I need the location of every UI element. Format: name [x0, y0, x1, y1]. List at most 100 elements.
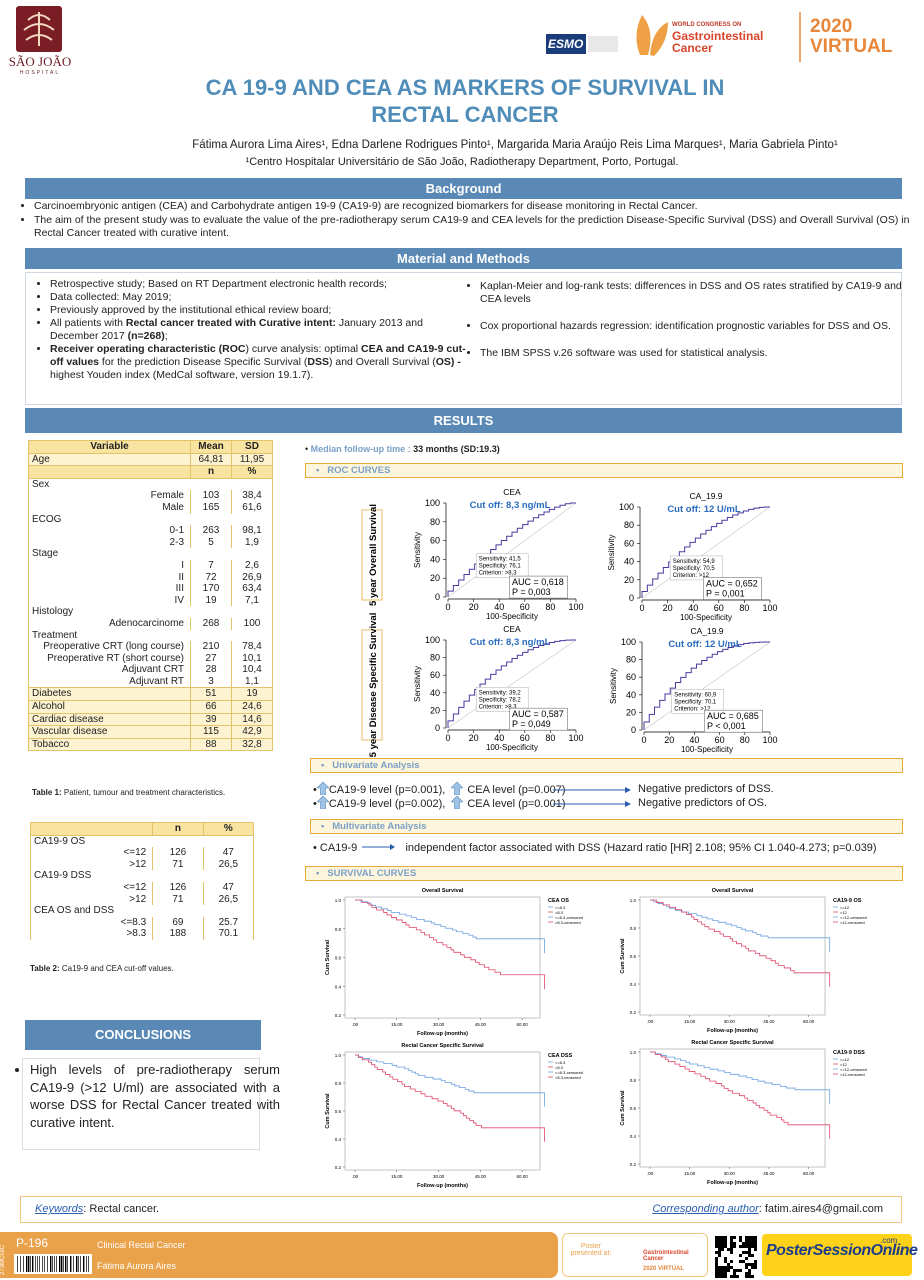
y-tick-label: 80 [430, 517, 440, 527]
legend-entry: <=8.3 [555, 905, 566, 910]
barcode-bar [67, 1256, 68, 1272]
univariate-line: • CA19-9 level (p=0.002), CEA level (p=0.0… [313, 795, 903, 810]
legend-entry: <=8.3-censored [555, 915, 583, 920]
method-text: ) curve analysis: optimal [245, 343, 362, 355]
row-label: Treatment [28, 629, 273, 642]
poster-author: Fátima Aurora Aires [97, 1261, 177, 1271]
barcode-bar [28, 1256, 30, 1272]
legend-entry: >8.3 [555, 1065, 564, 1070]
qr-cell [754, 1236, 757, 1239]
y-tick-label: 0 [435, 723, 440, 733]
table-row: Treatment [28, 629, 273, 642]
legend-title: CA19-9 OS [833, 898, 862, 904]
y-tick-label: 80 [430, 653, 440, 663]
method-text: Previously approved by the institutional… [50, 304, 332, 316]
qr-cell [721, 1239, 724, 1242]
y-axis-label: Cum Survival [620, 938, 626, 974]
qr-cell [739, 1239, 742, 1242]
table-row: <=12 126 47 [29, 881, 255, 894]
y-tick-label: 0.8 [630, 1078, 637, 1083]
roc-stat: Specificity: 70,5 [673, 566, 716, 572]
x-axis-label: Follow-up (months) [707, 1028, 758, 1034]
hospital-sub: HOSPITAL [19, 70, 61, 76]
barcode-bar [26, 1256, 28, 1272]
y-tick-label: 20 [624, 575, 634, 585]
table-row: n% [29, 822, 255, 836]
x-axis-label: 100-Specificity [486, 743, 538, 752]
qr-cell [748, 1251, 751, 1254]
qr-cell [715, 1239, 718, 1242]
barcode-bar [76, 1256, 78, 1272]
legend-entry: <=8.3 [555, 1060, 566, 1065]
poster-id: P-196 [16, 1236, 49, 1250]
x-tick-label: 100 [568, 602, 583, 612]
row-label: Stage [28, 548, 273, 560]
qr-cell [715, 1272, 718, 1275]
roc-curve [643, 641, 770, 730]
keywords-label: Keywords [35, 1203, 84, 1215]
qr-cell [751, 1254, 754, 1257]
brand: PosterSessionOnline [766, 1242, 918, 1259]
congress-pre: WORLD CONGRESS ON [672, 22, 742, 28]
barcode-bar [61, 1256, 63, 1272]
qr-cell [736, 1269, 739, 1272]
barcode-bar [17, 1256, 18, 1272]
auc-box [509, 707, 568, 731]
table-row: Adjuvant RT 3 1,1 [28, 675, 273, 688]
qr-cell [724, 1239, 727, 1242]
qr-cell [724, 1257, 727, 1260]
qr-cell [754, 1266, 757, 1269]
y-tick-label: 1.0 [335, 898, 342, 903]
qr-cell [730, 1266, 733, 1269]
table-cell: 26,5 [202, 893, 255, 906]
arrow [362, 844, 396, 850]
x-tick-label: 15.00 [684, 1171, 696, 1176]
x-tick-label: 60.00 [517, 1022, 529, 1027]
qr-cell [721, 1272, 724, 1275]
barcode-bar [50, 1256, 52, 1272]
qr-cell [751, 1245, 754, 1248]
congress-name: Gastrointestinal Cancer [672, 29, 764, 55]
table-cell: 7,1 [231, 594, 273, 607]
qr-cell [745, 1263, 748, 1266]
poster-title: CA 19-9 AND CEA AS MARKERS OF SURVIVAL I… [205, 75, 725, 127]
qr-cell [721, 1275, 724, 1278]
background-list: Carcinoembryonic antigen (CEA) and Carbo… [12, 200, 914, 241]
qr-cell [721, 1245, 724, 1248]
qr-cell [751, 1263, 754, 1266]
x-tick-label: 20 [469, 602, 479, 612]
univariate-heading: • Univariate Analysis [310, 758, 903, 773]
qr-cell [718, 1248, 721, 1251]
roc-heading: • ROC CURVES [305, 463, 903, 478]
method-text: Rectal cancer treated with Curative inte… [125, 317, 336, 329]
roc-stat: Sensitivity: 60,9 [674, 692, 717, 698]
qr-cell [715, 1245, 718, 1248]
qr-cell [742, 1245, 745, 1248]
barcode-bar [44, 1256, 45, 1272]
qr-cell [745, 1272, 748, 1275]
y-tick-label: 0.6 [630, 954, 637, 959]
qr-cell [721, 1236, 724, 1239]
table-row: >12 71 26,5 [29, 858, 255, 871]
barcode-bar [52, 1256, 53, 1272]
qr-cell [739, 1254, 742, 1257]
table-1: Variable Mean SD Age 64,81 11,95 n% Sex Female 10… [28, 440, 273, 752]
row-label: Sex [28, 478, 273, 491]
congress-year: 2020 [810, 16, 853, 37]
brand-box [762, 1234, 912, 1276]
x-axis-label: Follow-up (months) [707, 1180, 758, 1186]
qr-cell [748, 1269, 751, 1272]
table-header: SD [231, 440, 273, 454]
qr-cell [745, 1266, 748, 1269]
qr-cell [730, 1260, 733, 1263]
qr-cell [748, 1254, 751, 1257]
table-cell: 32,8 [231, 737, 273, 752]
mini-congress: Gastrointestinal Cancer [643, 1250, 689, 1262]
caption-label: Table 2: [30, 964, 60, 973]
qr-cell [751, 1239, 754, 1242]
table-cell: 14,6 [231, 712, 273, 727]
y-tick-label: 0.6 [335, 956, 342, 961]
table-2-caption: Table 2: Ca19-9 and CEA cut-off values. [30, 964, 174, 973]
